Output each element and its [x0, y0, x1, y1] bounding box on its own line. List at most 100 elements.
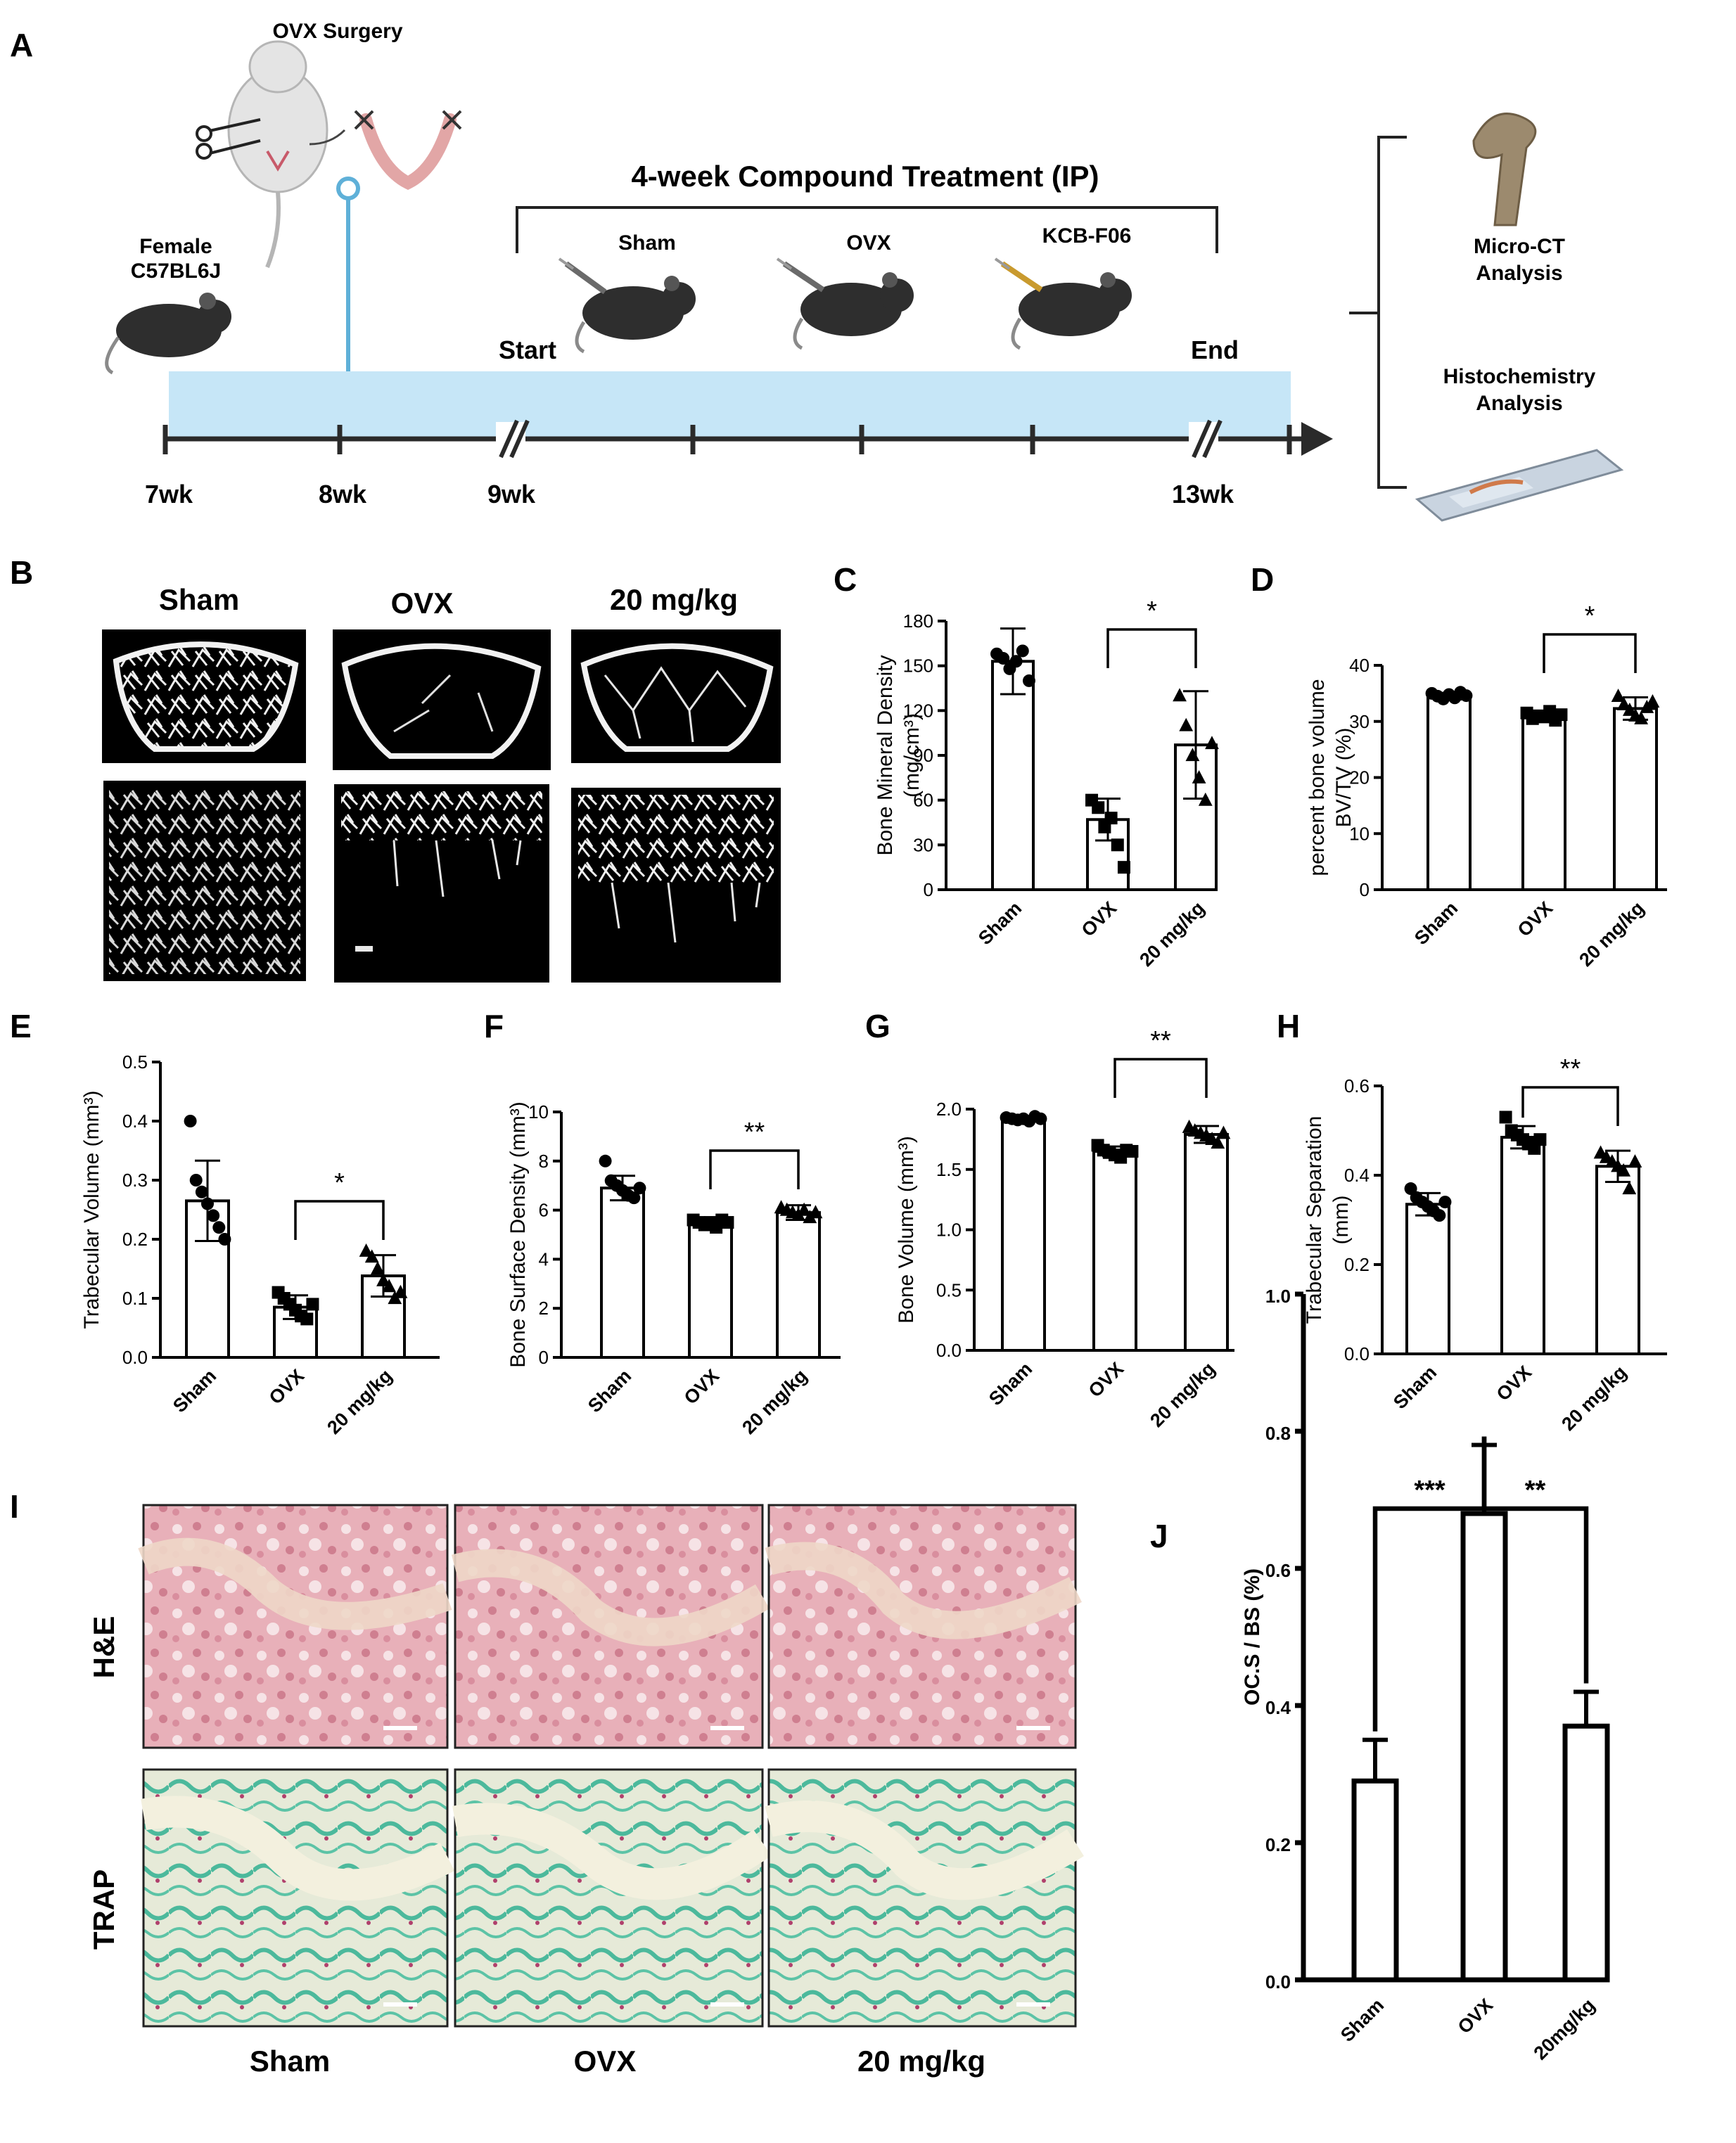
category-label: 20mg/kg [1530, 1995, 1600, 2064]
data-point [1499, 1111, 1512, 1124]
y-tick-label: 0.5 [122, 1051, 148, 1073]
category-label: 20 mg/kg [323, 1365, 396, 1438]
data-point [1111, 838, 1124, 852]
significance-label: ** [1525, 1476, 1546, 1505]
ovx-surgery-label: OVX Surgery [272, 20, 402, 43]
scissors-icon [196, 118, 261, 160]
y-axis-title: Trabecular Separation [1303, 1116, 1326, 1324]
outcome-microct-line1: Micro-CT [1474, 235, 1565, 258]
microscope-slide-icon [1415, 449, 1624, 522]
category-label: OVX [1078, 897, 1121, 941]
data-point [1179, 717, 1194, 731]
data-point [184, 1115, 197, 1127]
treated-mouse-sham [558, 257, 696, 354]
data-point [1216, 1125, 1231, 1139]
data-point [1092, 801, 1105, 814]
data-point [1185, 748, 1200, 762]
data-point [306, 1298, 319, 1311]
panel-letter-f: F [484, 1008, 504, 1044]
bar-ovx [1460, 1511, 1508, 1983]
category-label: Sham [985, 1358, 1036, 1409]
category-label: Sham [169, 1365, 220, 1416]
data-point [1533, 1133, 1547, 1146]
mouse-icon-female [105, 293, 231, 375]
histology-row-he: H&E [87, 1616, 120, 1679]
significance-bracket [1481, 1436, 1589, 1684]
treated-mouse-ovx [776, 257, 914, 350]
y-axis-title: OC.S / BS (%) [1241, 1568, 1264, 1706]
panel-letter-i: I [10, 1488, 19, 1525]
microct-cross-section-ovx [333, 629, 551, 770]
panel-letter-j: J [1150, 1518, 1168, 1554]
histology-row-trap: TRAP [87, 1869, 120, 1950]
category-label: Sham [1336, 1995, 1388, 2046]
category-label: 20 mg/kg [1135, 897, 1208, 971]
microct-column-sham: Sham [159, 583, 239, 616]
chart-d: D 0 10 20 30 40 percent bone volume BV/TV (%) Sh… [1251, 561, 1667, 971]
y-tick-label: 90 [913, 745, 933, 766]
category-label: 20 mg/kg [1575, 897, 1648, 971]
significance-label: *** [1414, 1476, 1445, 1505]
mouse-strain-line2: C57BL6J [131, 260, 221, 283]
y-tick-label: 0.6 [1344, 1075, 1370, 1096]
bar-ovx [1092, 1150, 1137, 1352]
data-point [1016, 644, 1029, 658]
panel-letter-b: B [10, 554, 33, 591]
y-tick-label: 0.0 [122, 1347, 148, 1368]
category-label: OVX [1514, 897, 1557, 941]
y-tick-label: 180 [903, 610, 933, 632]
y-tick-label: 2.0 [936, 1099, 962, 1120]
y-tick-label: 1.0 [1265, 1286, 1291, 1307]
group-label-ovx: OVX [846, 231, 891, 255]
data-point [1460, 689, 1473, 703]
axis-break-13wk [1189, 419, 1223, 459]
y-tick-label: 0.6 [1265, 1560, 1291, 1581]
significance-bracket [1543, 633, 1637, 673]
y-axis-title: Bone Mineral Density [874, 655, 897, 855]
data-point [1616, 1163, 1631, 1177]
trap-image-ovx [452, 1768, 772, 2028]
panel-letter-c: C [834, 561, 857, 598]
femur-icon [1472, 113, 1537, 226]
panel-letter-e: E [10, 1008, 32, 1044]
bar-20-mg-kg [776, 1211, 821, 1359]
data-point [370, 1261, 385, 1275]
group-label-sham: Sham [618, 231, 676, 255]
category-label: 20 mg/kg [738, 1365, 811, 1438]
bar-sham [1427, 694, 1472, 891]
panel-letter-d: D [1251, 561, 1274, 598]
data-point [599, 1154, 612, 1168]
category-label: OVX [1085, 1358, 1128, 1402]
significance-label: * [334, 1168, 345, 1198]
trap-image-sham [141, 1768, 455, 2028]
data-point [721, 1216, 734, 1229]
microct-longitudinal-ovx [334, 784, 549, 983]
bar-ovx [1521, 714, 1566, 892]
data-point [1628, 1154, 1642, 1168]
chart-g: G 0.0 0.5 1.0 1.5 2.0 Bone Volume (mm³) Sham OVX… [865, 1008, 1234, 1431]
y-tick-label: 10 [1349, 823, 1370, 844]
group-label-kcb-f06: KCB-F06 [1042, 224, 1132, 248]
data-point [797, 1202, 812, 1216]
treated-mouse-kcb-f06 [994, 257, 1132, 350]
data-point [1173, 688, 1187, 702]
data-point [627, 1191, 641, 1205]
data-point [1211, 1135, 1225, 1149]
outcome-histo-line1: Histochemistry [1443, 365, 1596, 388]
bar-sham [600, 1186, 645, 1359]
week-label-9wk: 9wk [487, 480, 536, 508]
data-point [1009, 655, 1023, 668]
histology-column-sham: Sham [250, 2045, 330, 2078]
data-point [1125, 1145, 1139, 1158]
axis-break-9wk [496, 419, 530, 459]
category-label: Sham [974, 897, 1026, 949]
y-tick-label: 8 [539, 1151, 549, 1172]
significance-bracket [1521, 1086, 1619, 1126]
microct-column-ovx: OVX [391, 587, 454, 620]
data-point [1555, 708, 1568, 722]
microct-longitudinal-20mgkg [571, 788, 781, 983]
bar-sham [1405, 1203, 1450, 1356]
chart-c: C 0 30 60 90 120 150 180 Bone Mineral Density (mg… [834, 561, 1219, 971]
microct-longitudinal-sham [103, 781, 306, 981]
y-tick-label: 40 [1349, 655, 1370, 676]
